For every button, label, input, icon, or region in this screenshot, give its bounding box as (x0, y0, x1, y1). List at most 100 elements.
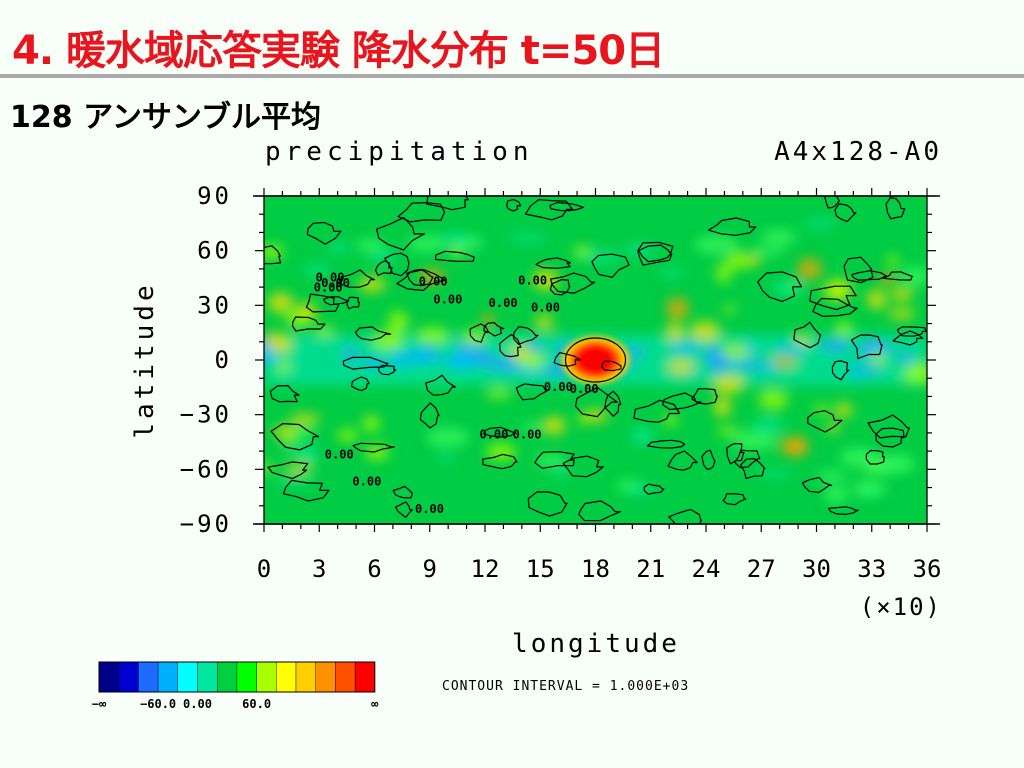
y-tick-label: 60 (197, 237, 232, 265)
colorbar-tick-label: 0.00 (183, 697, 212, 711)
precipitation-field: 0.000.000.00 0.000.00 0.000.000.000.00 0.00… (264, 196, 927, 524)
field-patch (815, 471, 848, 482)
field-patch (726, 251, 750, 270)
field-patch (337, 428, 358, 443)
field-patch (413, 347, 428, 364)
field-patch (771, 356, 797, 367)
field-patch (475, 350, 494, 368)
field-patch (509, 344, 531, 359)
field-patch (669, 342, 704, 353)
field-patch (712, 375, 744, 394)
contour-line (843, 256, 874, 284)
colorbar-tick-label: −60.0 (140, 697, 176, 711)
field-patch (363, 356, 385, 369)
colorbar-swatch (138, 661, 159, 693)
contour-line (867, 414, 910, 439)
contour-line (524, 199, 574, 221)
contour-line (793, 321, 822, 349)
contour-interval-note: CONTOUR INTERVAL = 1.000E+03 (442, 679, 689, 694)
field-patch (486, 389, 511, 399)
contour-line (506, 199, 522, 212)
contour-line (515, 383, 548, 401)
contour-line (482, 453, 518, 470)
field-patch (581, 250, 621, 264)
field-patch (740, 359, 763, 370)
slide-subtitle: 128 アンサンブル平均 (10, 100, 321, 135)
colorbar-swatch (295, 661, 316, 693)
contour-line (292, 316, 326, 332)
y-tick-label: 90 (197, 182, 232, 210)
contour-line (352, 442, 395, 453)
contour-line (527, 491, 568, 517)
contour-line (667, 450, 698, 471)
contour-line (396, 268, 446, 292)
contour-line (306, 221, 342, 245)
contour-label: 0.00 (518, 273, 547, 287)
colorbar-swatch (354, 661, 376, 693)
field-patch (870, 349, 885, 367)
field-patch (833, 403, 854, 417)
colorbar (98, 661, 376, 693)
contour-line (419, 402, 440, 429)
x-tick-label: 3 (312, 555, 326, 583)
y-axis-label: latitude (130, 281, 160, 438)
field-patch (373, 330, 404, 351)
contour-line (831, 360, 850, 381)
contour-label: 0.00 (570, 382, 599, 396)
contour-line (578, 500, 622, 522)
field-patch (387, 350, 418, 366)
contour-label: 0.00 (479, 427, 508, 441)
field-patch (775, 344, 807, 354)
contour-line (305, 293, 340, 313)
field-patch (267, 292, 294, 314)
contour-label: 0.00 (544, 380, 573, 394)
field-patch (291, 426, 314, 439)
field-patch (344, 346, 358, 363)
contour-line (406, 268, 434, 287)
field-patch (507, 233, 547, 243)
field-patch (417, 327, 449, 344)
colorbar-tick-label: −∞ (92, 697, 107, 711)
contour-line (801, 476, 833, 494)
field-patch (761, 229, 797, 245)
contour-line (892, 330, 924, 346)
contour-line (601, 360, 622, 372)
field-patch (369, 248, 398, 264)
contour-line (865, 449, 885, 465)
colorbar-swatch (276, 661, 297, 693)
field-patch (890, 287, 914, 301)
contour-line (264, 245, 282, 265)
contour-line (662, 392, 702, 411)
contour-line (885, 197, 906, 220)
colorbar-swatch (118, 661, 139, 693)
field-patch (897, 352, 916, 364)
y-tick-labels: 90 60 30 0 −30 −60 −90 (180, 182, 232, 538)
field-patch (486, 443, 516, 461)
field-patch (858, 340, 892, 358)
contour-line (384, 252, 410, 277)
contour-line (604, 390, 622, 417)
chart-title: precipitation (265, 137, 534, 167)
contour-line (637, 241, 674, 266)
contour-label: 0.00 (415, 502, 444, 516)
field-patch (355, 238, 384, 253)
x-tick-label: 15 (526, 555, 555, 583)
field-patch (326, 242, 350, 254)
field-patch (264, 350, 280, 364)
field-patch (786, 436, 809, 457)
colorbar-swatch (177, 661, 198, 693)
field-patch (667, 321, 683, 343)
contour-label: 0.00 (489, 296, 518, 310)
x-multiplier: (×10) (860, 593, 942, 621)
field-patch (835, 321, 853, 336)
contour-line (807, 410, 843, 433)
contour-line (354, 326, 392, 341)
contour-lines (264, 196, 927, 524)
field-patch (711, 361, 729, 374)
contour-label: 0.00 (321, 276, 350, 290)
y-tick-label: −90 (180, 510, 232, 538)
contour-line (562, 455, 604, 478)
contour-label: 0.00 (433, 293, 462, 307)
contour-line (426, 196, 469, 211)
field-patch (481, 313, 495, 327)
